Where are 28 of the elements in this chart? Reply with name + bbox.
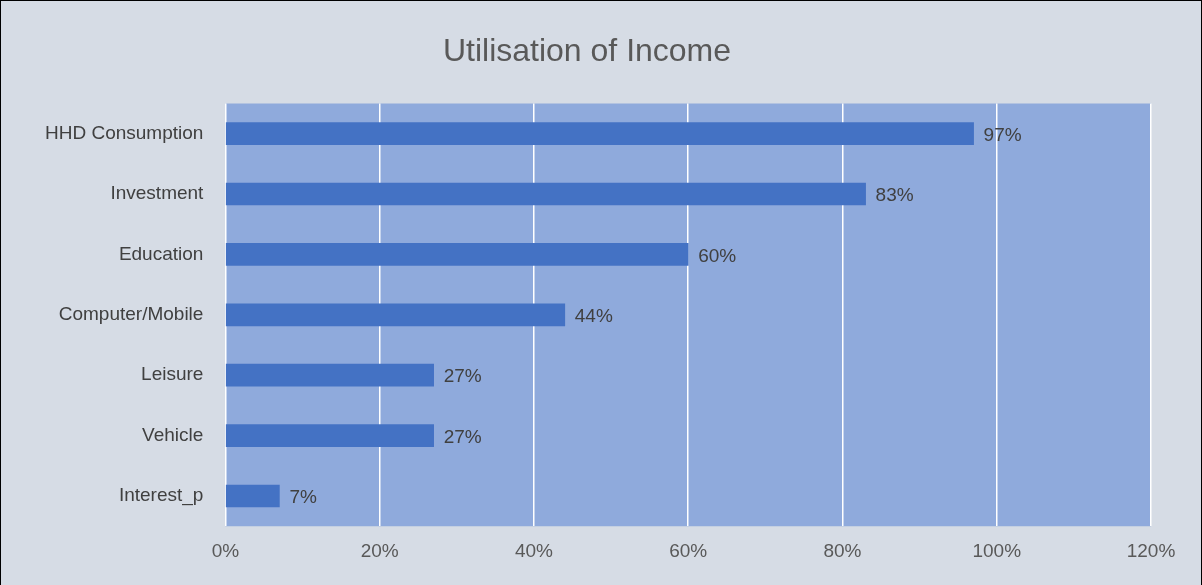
bar [225, 122, 974, 145]
y-tick-label: Investment [110, 182, 205, 204]
y-tick-label: Vehicle [142, 423, 204, 445]
data-label: 83% [875, 184, 914, 206]
y-tick-label: Interest_p [118, 484, 204, 507]
bar [225, 484, 280, 508]
x-tick-label: 60% [669, 539, 708, 561]
x-tick-label: 40% [514, 539, 554, 561]
x-tick-label: 120% [1126, 539, 1176, 561]
x-tick-label: 80% [823, 539, 862, 561]
data-label: 27% [443, 365, 482, 387]
y-tick-label: HHD Consumption [44, 121, 204, 143]
x-tick-label: 0% [211, 539, 240, 561]
x-tick-label: 100% [972, 539, 1022, 561]
bar [225, 303, 566, 327]
y-tick-label: Computer/Mobile [58, 303, 204, 325]
data-label: 60% [698, 244, 737, 266]
data-label: 27% [443, 425, 482, 447]
data-label: 44% [574, 305, 613, 327]
y-tick-label: Leisure [141, 363, 204, 385]
x-tick-label: 20% [360, 539, 399, 561]
bar [225, 363, 434, 387]
bar [225, 243, 689, 266]
data-label: 7% [289, 486, 317, 508]
chart-title: Utilisation of Income [442, 32, 732, 69]
bar [225, 182, 866, 206]
y-tick-label: Education [118, 242, 204, 264]
bar [225, 424, 434, 447]
